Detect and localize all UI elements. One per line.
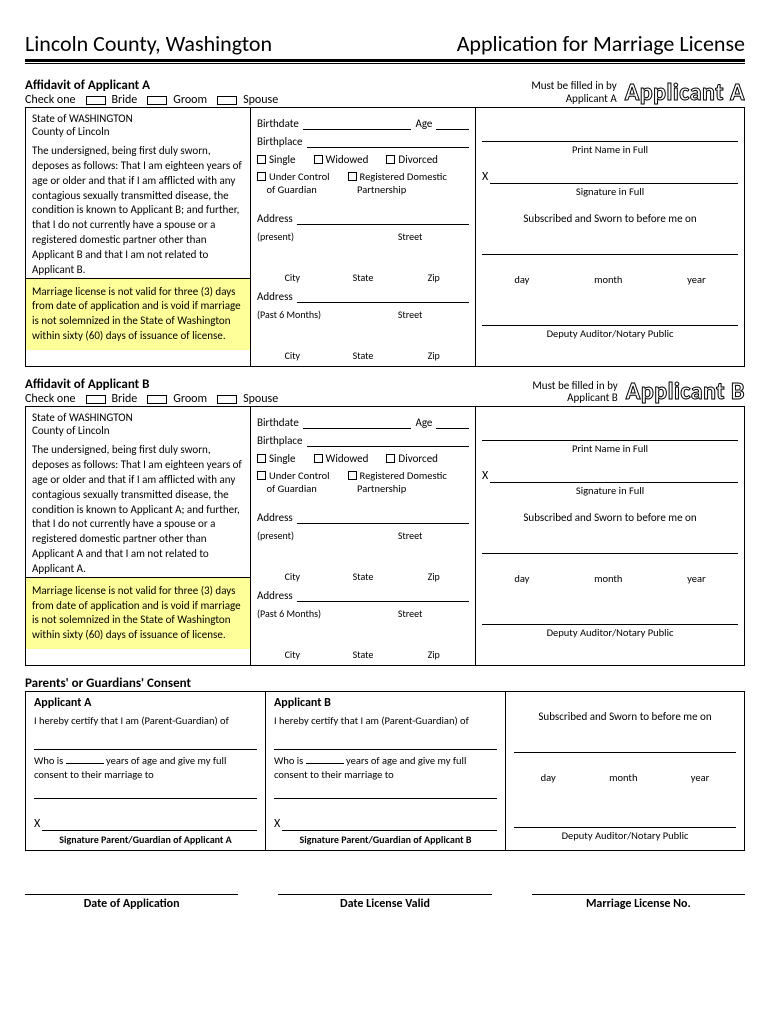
affidavit-b-title: Affidavit of Applicant B — [25, 377, 278, 392]
widowed-checkbox-b[interactable] — [314, 454, 323, 463]
rdp-checkbox-b[interactable] — [348, 471, 357, 480]
affidavit-a-title: Affidavit of Applicant A — [25, 78, 278, 93]
address-present-field-b[interactable] — [297, 512, 469, 524]
divorced-checkbox-b[interactable] — [386, 454, 395, 463]
age-field-b[interactable] — [436, 417, 469, 429]
guardian-checkbox[interactable] — [257, 172, 266, 181]
notary-field[interactable] — [482, 310, 738, 326]
consent-notary-field[interactable] — [514, 812, 736, 828]
sworn-date-field[interactable] — [482, 239, 738, 255]
signature-field-b[interactable] — [490, 471, 738, 483]
widowed-checkbox[interactable] — [314, 155, 323, 164]
oath-text-b: The undersigned, being first duly sworn,… — [32, 443, 244, 577]
bride-checkbox-b[interactable] — [86, 395, 106, 404]
address-present-field[interactable] — [297, 213, 469, 225]
fill-note-b: Must be filled in by Applicant B — [532, 380, 617, 404]
address-past-field[interactable] — [297, 291, 469, 303]
applicant-b-label: Applicant B — [626, 377, 745, 406]
consent-title: Parents' or Guardians' Consent — [25, 676, 745, 691]
print-name-field-b[interactable] — [482, 425, 738, 441]
consent-b-sig-field[interactable] — [282, 819, 497, 831]
date-application-field[interactable] — [25, 881, 238, 895]
sworn-label-b: Subscribed and Sworn to before me on — [482, 511, 738, 524]
license-no-field[interactable] — [532, 881, 745, 895]
oath-text-a: The undersigned, being first duly sworn,… — [32, 144, 244, 278]
spouse-checkbox-b[interactable] — [217, 395, 237, 404]
applicant-a-label: Applicant A — [625, 78, 745, 107]
birthdate-field-b[interactable] — [303, 417, 412, 429]
sworn-label: Subscribed and Sworn to before me on — [482, 212, 738, 225]
address-past-field-b[interactable] — [297, 590, 469, 602]
groom-checkbox[interactable] — [147, 96, 167, 105]
header-left: Lincoln County, Washington — [25, 30, 272, 57]
birthdate-field[interactable] — [303, 118, 412, 130]
consent-b-age-field[interactable] — [306, 763, 344, 764]
age-field[interactable] — [436, 118, 469, 130]
validity-notice: Marriage license is not valid for three … — [26, 278, 250, 350]
applicant-a-block: Affidavit of Applicant A Check one Bride… — [25, 78, 745, 367]
applicant-b-block: Affidavit of Applicant B Check one Bride… — [25, 377, 745, 666]
consent-sworn-label: Subscribed and Sworn to before me on — [514, 710, 736, 723]
birthplace-field-b[interactable] — [307, 435, 469, 447]
page-header: Lincoln County, Washington Application f… — [25, 30, 745, 62]
consent-a-age-field[interactable] — [66, 763, 104, 764]
check-one-row-b: Check one Bride Groom Spouse — [25, 392, 278, 406]
check-one-row-a: Check one Bride Groom Spouse — [25, 93, 278, 107]
date-valid-field[interactable] — [278, 881, 491, 895]
bottom-row: Date of Application Date License Valid M… — [25, 881, 745, 911]
groom-checkbox-b[interactable] — [147, 395, 167, 404]
validity-notice-b: Marriage license is not valid for three … — [26, 577, 250, 649]
birthplace-field[interactable] — [307, 136, 469, 148]
consent-b-name-field[interactable] — [274, 738, 497, 750]
spouse-checkbox[interactable] — [217, 96, 237, 105]
single-checkbox-b[interactable] — [257, 454, 266, 463]
consent-a-name-field[interactable] — [34, 738, 257, 750]
consent-sworn-date-field[interactable] — [514, 737, 736, 753]
notary-field-b[interactable] — [482, 609, 738, 625]
rdp-checkbox[interactable] — [348, 172, 357, 181]
fill-note-a: Must be filled in by Applicant A — [531, 80, 616, 104]
guardian-checkbox-b[interactable] — [257, 471, 266, 480]
consent-b-to-field[interactable] — [274, 787, 497, 799]
consent-grid: Applicant A I hereby certify that I am (… — [25, 691, 745, 851]
bride-checkbox[interactable] — [86, 96, 106, 105]
sworn-date-field-b[interactable] — [482, 538, 738, 554]
consent-a-sig-field[interactable] — [42, 819, 257, 831]
print-name-field[interactable] — [482, 126, 738, 142]
divorced-checkbox[interactable] — [386, 155, 395, 164]
single-checkbox[interactable] — [257, 155, 266, 164]
header-right: Application for Marriage License — [457, 30, 745, 57]
consent-a-to-field[interactable] — [34, 787, 257, 799]
signature-field[interactable] — [490, 172, 738, 184]
